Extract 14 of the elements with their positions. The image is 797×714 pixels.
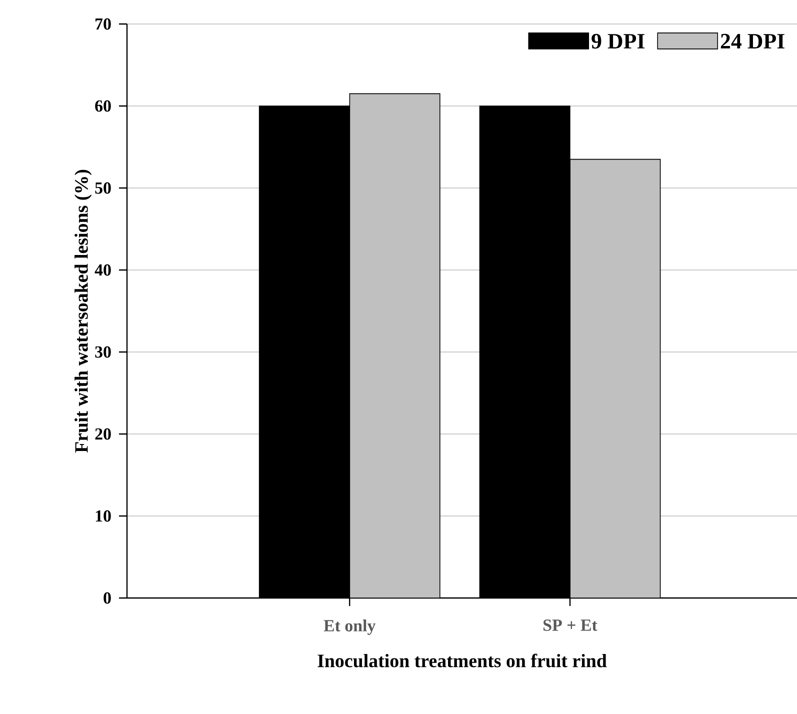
y-tick-label: 20 — [95, 428, 111, 440]
y-axis-title: Fruit with watersoaked lesions (%) — [74, 170, 92, 453]
legend-label: 9 DPI — [592, 34, 644, 49]
y-tick-label: 40 — [94, 264, 111, 276]
y-tick-label: 70 — [96, 18, 111, 30]
y-tick-label: 10 — [96, 510, 111, 522]
y-tick-label: 60 — [95, 100, 111, 112]
y-tick-label: 0 — [104, 592, 111, 604]
x-tick-label: SP + Et — [543, 620, 598, 631]
legend-label: 24 DPI — [720, 34, 784, 48]
y-tick-label: 30 — [95, 346, 111, 358]
x-tick-label: Et only — [324, 620, 376, 635]
y-tick-label: 50 — [95, 182, 111, 194]
x-axis-title: Inoculation treatments on fruit rind — [318, 654, 607, 668]
